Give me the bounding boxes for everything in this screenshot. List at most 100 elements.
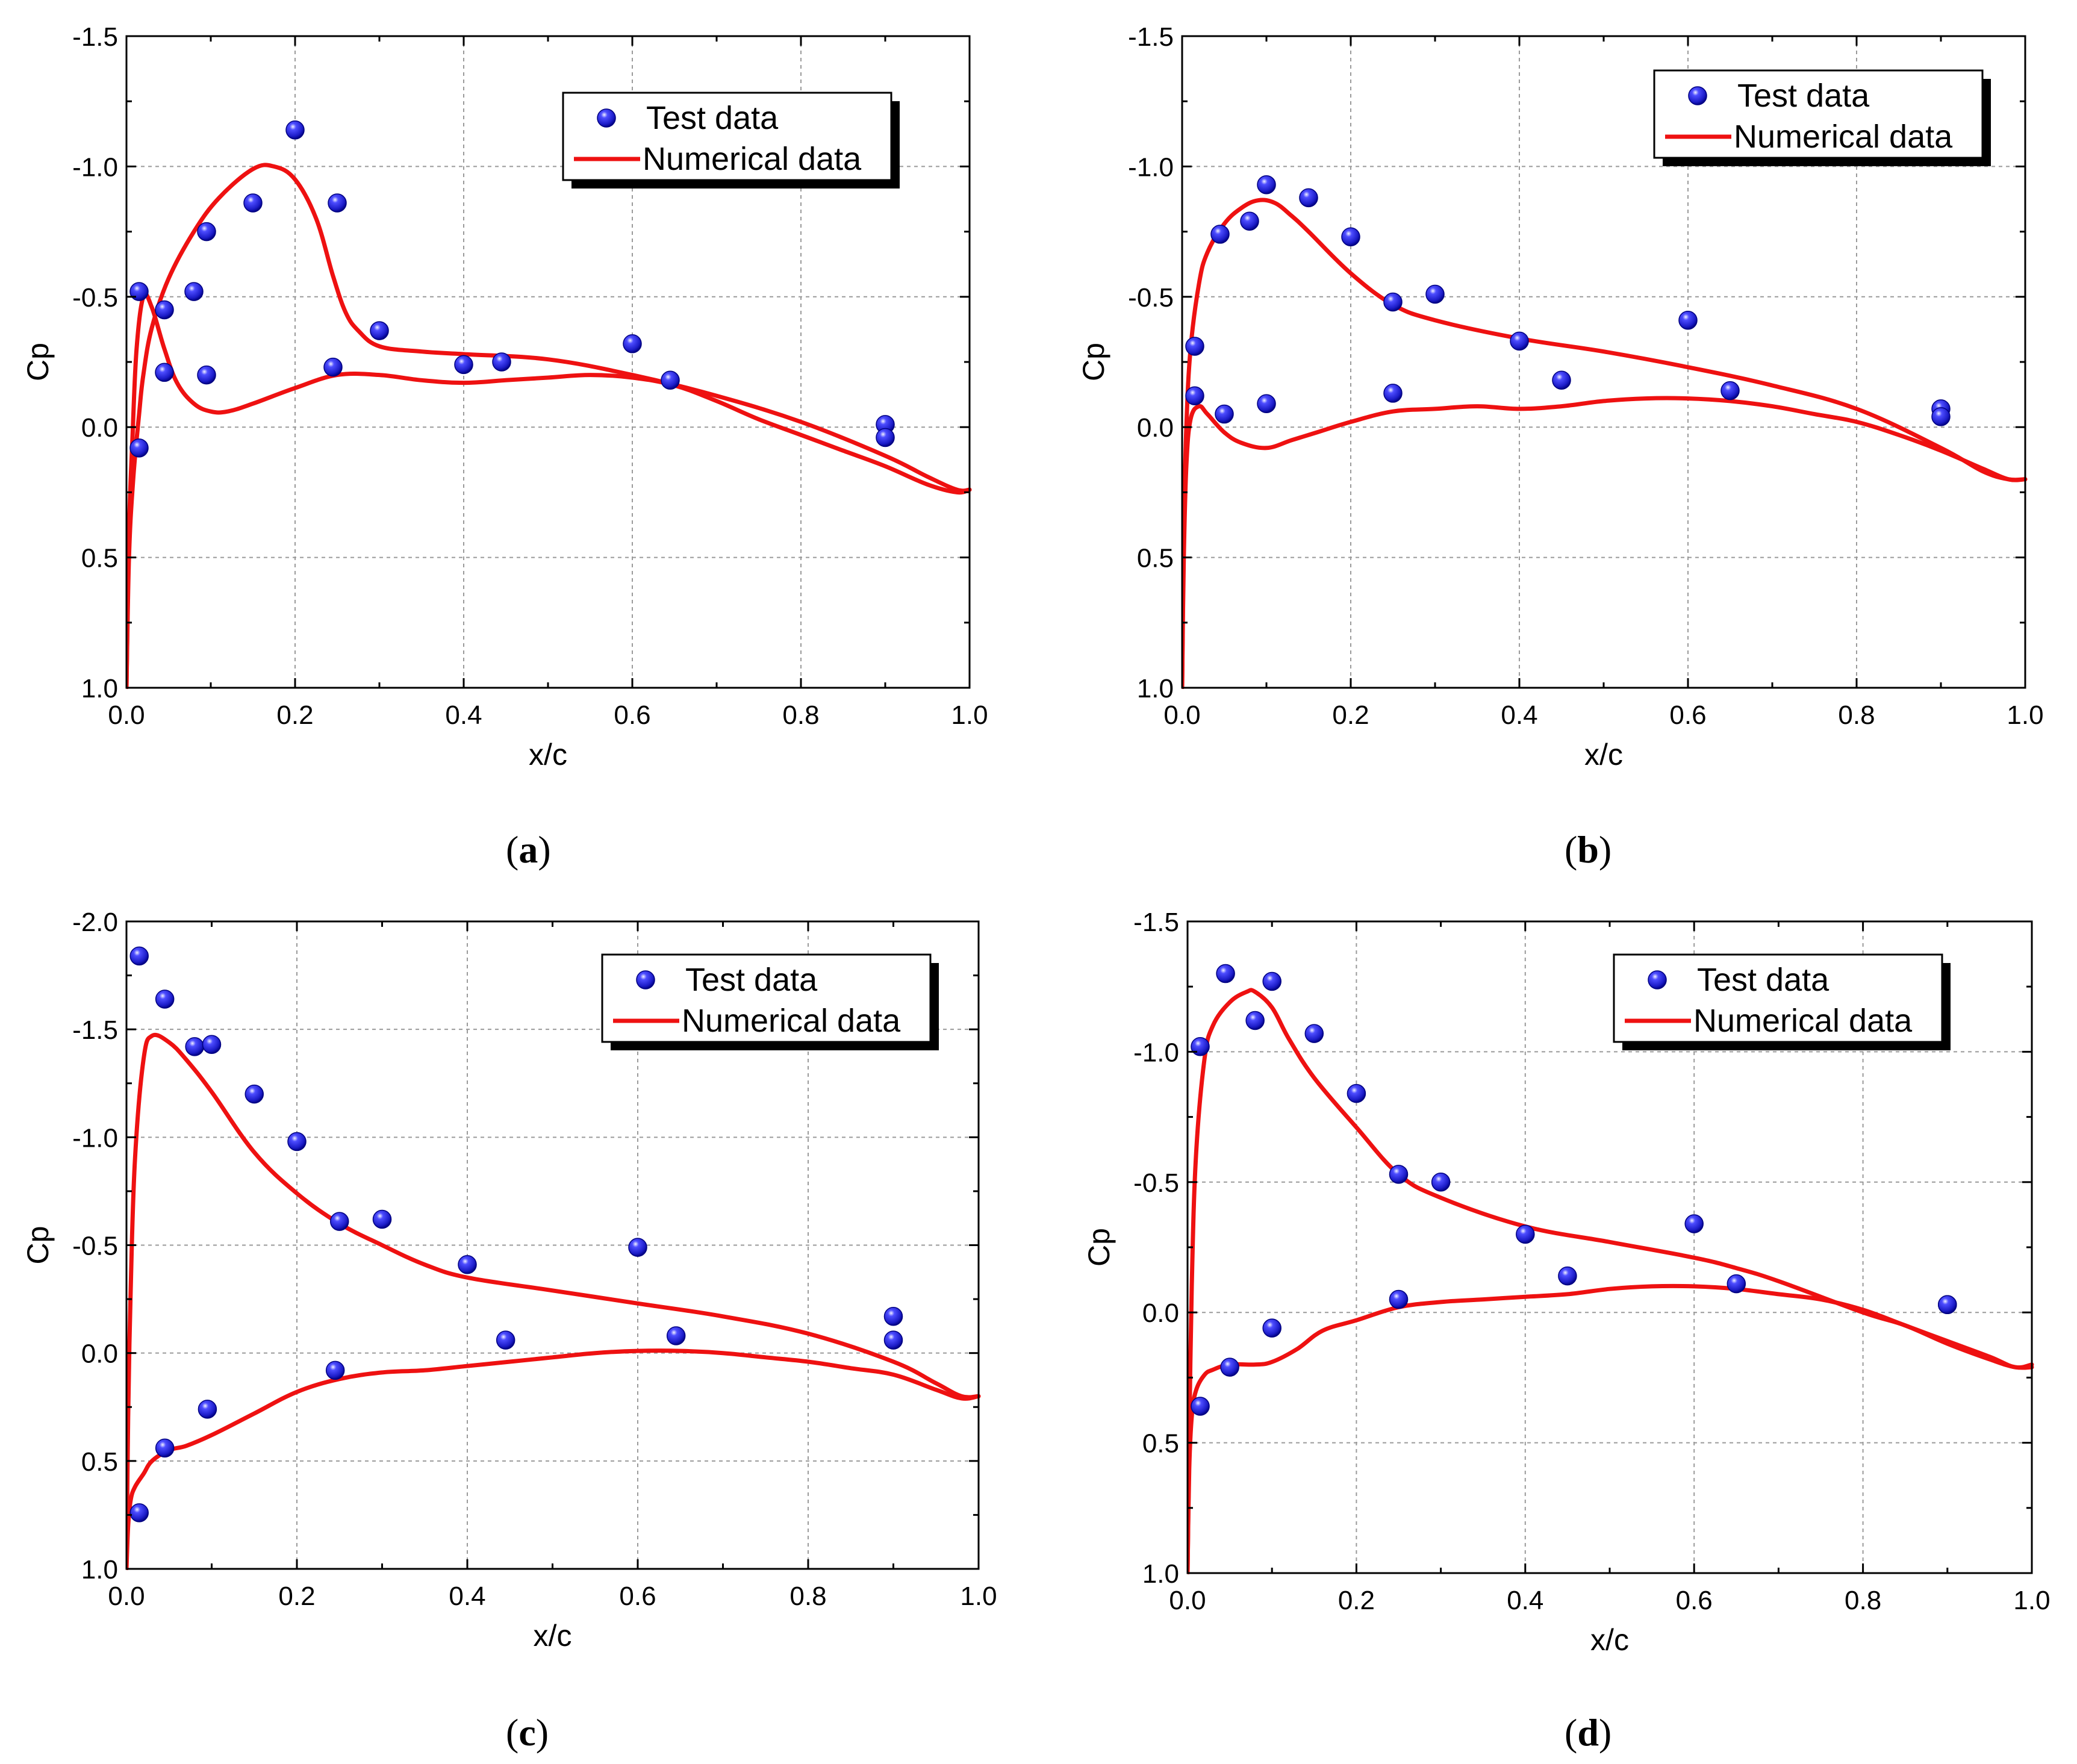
test-data-point [197, 222, 216, 242]
numerical-curves [126, 1032, 981, 1570]
legend: Test data Numerical data [1613, 953, 1951, 1050]
panel-label: (a) [506, 828, 551, 871]
y-tick-label: 1.0 [81, 674, 118, 703]
y-tick-label: 1.0 [1142, 1559, 1179, 1589]
test-data-point [1938, 1295, 1957, 1314]
test-data-point [666, 1326, 686, 1345]
panel-label-close: ) [538, 828, 550, 871]
test-data-point [285, 120, 305, 140]
legend: Test data Numerical data [1653, 69, 1991, 166]
panel-label-open: ( [1565, 1711, 1577, 1754]
y-tick-label: -1.0 [72, 152, 118, 182]
test-data-point [1720, 381, 1740, 400]
x-tick-label: 0.8 [789, 1582, 826, 1611]
y-tick-label: 0.0 [1137, 413, 1174, 443]
test-data-point [1299, 188, 1318, 208]
x-tick-label: 1.0 [960, 1582, 997, 1611]
test-data-points [129, 946, 903, 1522]
test-data-point [155, 363, 174, 382]
x-axis-title: x/c [529, 738, 567, 771]
gridlines [1188, 921, 2032, 1573]
panel-label-close: ) [1599, 1711, 1611, 1754]
test-data-point [1678, 311, 1698, 330]
chart-panel-a: 0.0 0.2 0.4 0.6 0.8 1.0 -1.5 -1.0 -0.5 0.0 0.5 1.0 x… [21, 22, 988, 871]
y-tick-label: -0.5 [1128, 283, 1174, 313]
test-data-point [197, 365, 216, 385]
x-tick-label: 0.4 [449, 1582, 485, 1611]
legend-numerical-label: Numerical data [1734, 119, 1953, 155]
panel-label-open: ( [506, 1711, 518, 1754]
chart-panel-c: 0.0 0.2 0.4 0.6 0.8 1.0 -2.0 -1.5 -1.0 -0.5 0.0 0.5… [21, 908, 997, 1754]
test-data-point [661, 370, 680, 390]
panel-label: (c) [506, 1711, 549, 1754]
test-data-point [184, 282, 204, 301]
x-tick-label: 1.0 [951, 700, 988, 730]
test-data-point [155, 300, 174, 320]
y-tick-label: -1.5 [1128, 22, 1174, 52]
x-axis-title: x/c [534, 1619, 572, 1653]
y-tick-label: 0.5 [1142, 1429, 1179, 1459]
panel-label-open: ( [1565, 828, 1577, 871]
axis-ticks: 0.0 0.2 0.4 0.6 0.8 1.0 -2.0 -1.5 -1.0 -0.5 0.0 0.5… [72, 908, 997, 1611]
test-data-point [198, 1400, 217, 1419]
test-data-point [1425, 284, 1445, 304]
legend: Test data Numerical data [601, 953, 939, 1050]
y-tick-label: -0.5 [1133, 1168, 1179, 1198]
test-data-point [1341, 227, 1360, 247]
test-data-point [1257, 175, 1276, 195]
test-data-points [1185, 175, 1951, 426]
panel-label-letter: c [518, 1711, 535, 1754]
legend-test-label: Test data [1697, 962, 1829, 998]
test-data-point [330, 1212, 349, 1231]
x-tick-label: 0.8 [782, 700, 819, 730]
test-data-point [1240, 211, 1259, 231]
panel-label-letter: d [1577, 1711, 1599, 1754]
legend-numerical-label: Numerical data [1693, 1003, 1913, 1039]
y-tick-label: 0.5 [81, 1447, 118, 1477]
y-tick-label: 0.0 [81, 413, 118, 443]
y-tick-label: -2.0 [72, 908, 118, 937]
y-tick-label: -1.0 [1133, 1038, 1179, 1067]
x-tick-label: 0.6 [619, 1582, 656, 1611]
test-data-point [1931, 407, 1951, 426]
legend-test-marker [1688, 86, 1707, 105]
legend-test-marker [636, 970, 655, 990]
test-data-point [244, 1084, 264, 1104]
numerical-curve-lower [1182, 396, 2028, 689]
y-tick-label: -1.5 [72, 1015, 118, 1045]
legend-test-marker [1648, 970, 1667, 990]
x-tick-label: 0.2 [278, 1582, 315, 1611]
test-data-point [1552, 370, 1571, 390]
test-data-points [1191, 964, 1957, 1416]
legend-test-label: Test data [1737, 78, 1870, 114]
axis-ticks: 0.0 0.2 0.4 0.6 0.8 1.0 -1.5 -1.0 -0.5 0.0 0.5 1.0 [1133, 908, 2050, 1615]
panel-label: (d) [1565, 1711, 1611, 1754]
y-tick-label: 1.0 [1137, 674, 1174, 703]
test-data-point [1558, 1266, 1577, 1286]
numerical-curve-upper [126, 1032, 981, 1570]
test-data-point [1431, 1173, 1451, 1192]
test-data-point [372, 1209, 392, 1229]
test-data-point [370, 321, 389, 340]
x-tick-label: 0.0 [1169, 1586, 1206, 1615]
test-data-point [1347, 1083, 1366, 1103]
panel-label-letter: b [1577, 828, 1599, 871]
test-data-point [1185, 337, 1204, 356]
test-data-point [1389, 1165, 1409, 1184]
x-tick-label: 0.6 [614, 700, 650, 730]
test-data-point [129, 282, 149, 301]
panel-label-close: ) [536, 1711, 549, 1754]
axis-ticks: 0.0 0.2 0.4 0.6 0.8 1.0 -1.5 -1.0 -0.5 0.0 0.5 1.0 [1128, 22, 2043, 730]
legend-numerical-label: Numerical data [682, 1003, 901, 1039]
test-data-point [1245, 1011, 1265, 1030]
test-data-point [1220, 1357, 1239, 1377]
y-tick-label: 0.0 [81, 1339, 118, 1369]
x-tick-label: 0.8 [1838, 700, 1875, 730]
numerical-curve-lower [1188, 1283, 2034, 1574]
x-tick-label: 0.4 [445, 700, 482, 730]
y-axis-title: Cp [1077, 343, 1110, 381]
x-tick-label: 0.0 [108, 1582, 145, 1611]
test-data-point [628, 1238, 647, 1257]
numerical-curve-lower [126, 1348, 981, 1570]
